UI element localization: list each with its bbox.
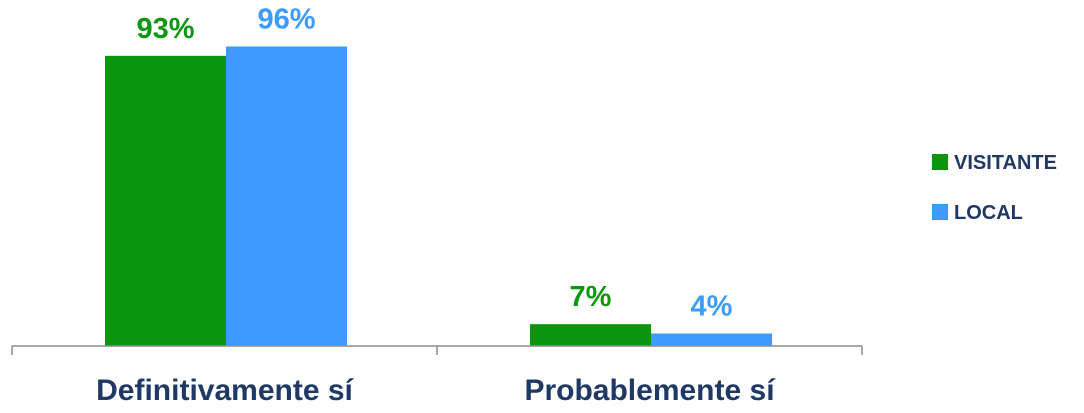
data-label-local-1: 96% [257,3,315,35]
bars-layer [105,46,772,347]
data-label-visitante-2: 7% [570,281,612,313]
data-label-local-2: 4% [691,291,733,323]
bar-visitante-1 [105,55,226,347]
legend-label-local: LOCAL [954,202,1023,224]
bar-visitante-2 [530,324,651,346]
data-label-visitante-1: 93% [136,13,194,45]
legend-swatch-local [932,204,948,220]
data-labels-layer: 93% 96% 7% 4% [136,3,732,322]
legend: VISITANTE LOCAL [932,152,1057,224]
legend-label-visitante: VISITANTE [954,152,1057,174]
bar-local-2 [651,333,772,346]
legend-swatch-visitante [932,154,948,170]
category-label-1: Definitivamente sí [96,374,354,407]
category-label-2: Probablemente sí [524,374,776,407]
bar-local-1 [226,46,347,346]
x-axis: Definitivamente sí Probablemente sí [11,345,863,407]
